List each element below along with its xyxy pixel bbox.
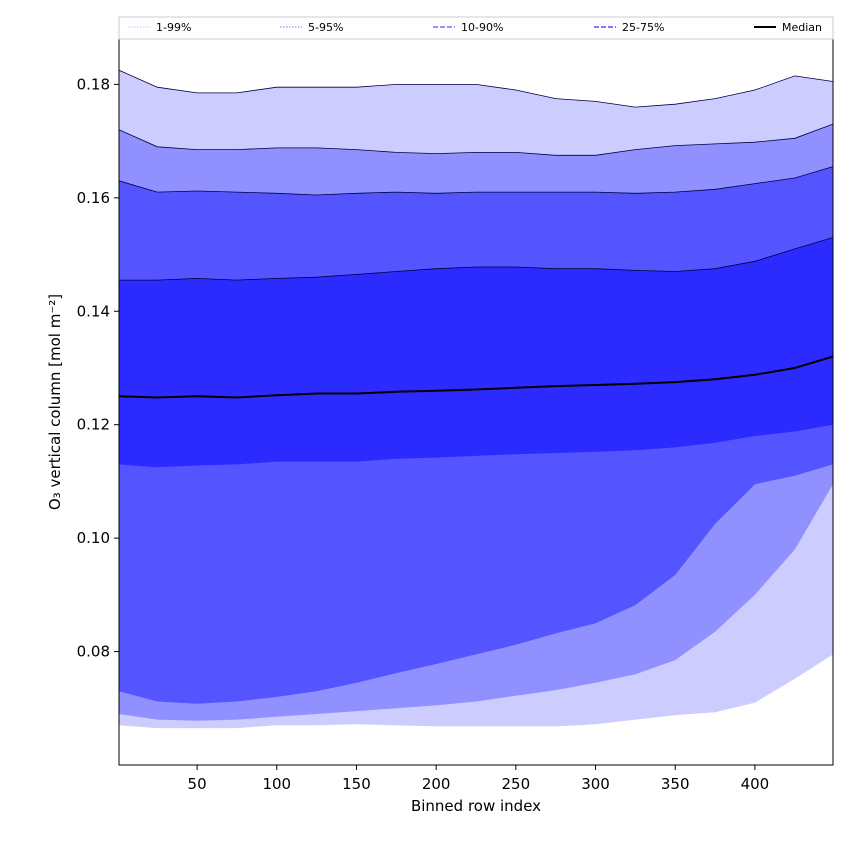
band-upper-edge-1-99% <box>118 69 834 108</box>
legend: 1-99% 5-95% 10-90% 25-75% Median <box>118 16 834 40</box>
median-layer <box>118 355 834 399</box>
legend-label: Median <box>782 21 822 34</box>
band-upper-edge-5-95% <box>118 123 834 156</box>
x-tick-label: 100 <box>262 775 291 793</box>
y-axis-label: O₃ vertical column [mol m⁻²] <box>46 294 64 510</box>
band-25-75% <box>119 237 833 468</box>
band-upper-edge-25-75% <box>119 237 834 281</box>
y-tick-label: 0.16 <box>77 189 110 207</box>
legend-label: 5-95% <box>308 21 343 34</box>
x-axis: 50 100 150 200 250 300 350 400 <box>188 765 770 793</box>
x-tick-label: 300 <box>581 775 610 793</box>
bands-layer <box>118 69 834 729</box>
y-tick-label: 0.10 <box>77 529 110 547</box>
legend-label: 25-75% <box>622 21 664 34</box>
legend-box <box>118 16 834 40</box>
legend-label: 1-99% <box>156 21 191 34</box>
x-tick-label: 50 <box>188 775 207 793</box>
x-tick-label: 400 <box>741 775 770 793</box>
y-tick-label: 0.08 <box>77 643 110 661</box>
y-tick-label: 0.14 <box>77 302 110 320</box>
y-tick-label: 0.12 <box>77 416 110 434</box>
x-axis-label: Binned row index <box>411 797 541 815</box>
x-tick-label: 350 <box>661 775 690 793</box>
y-tick-label: 0.18 <box>77 75 110 93</box>
x-tick-label: 150 <box>342 775 371 793</box>
y-axis: 0.08 0.10 0.12 0.14 0.16 0.18 <box>77 75 119 661</box>
x-tick-label: 250 <box>502 775 531 793</box>
band-upper-edge-10-90% <box>118 166 834 196</box>
legend-label: 10-90% <box>461 21 503 34</box>
x-tick-label: 200 <box>422 775 451 793</box>
median-line <box>118 355 834 399</box>
